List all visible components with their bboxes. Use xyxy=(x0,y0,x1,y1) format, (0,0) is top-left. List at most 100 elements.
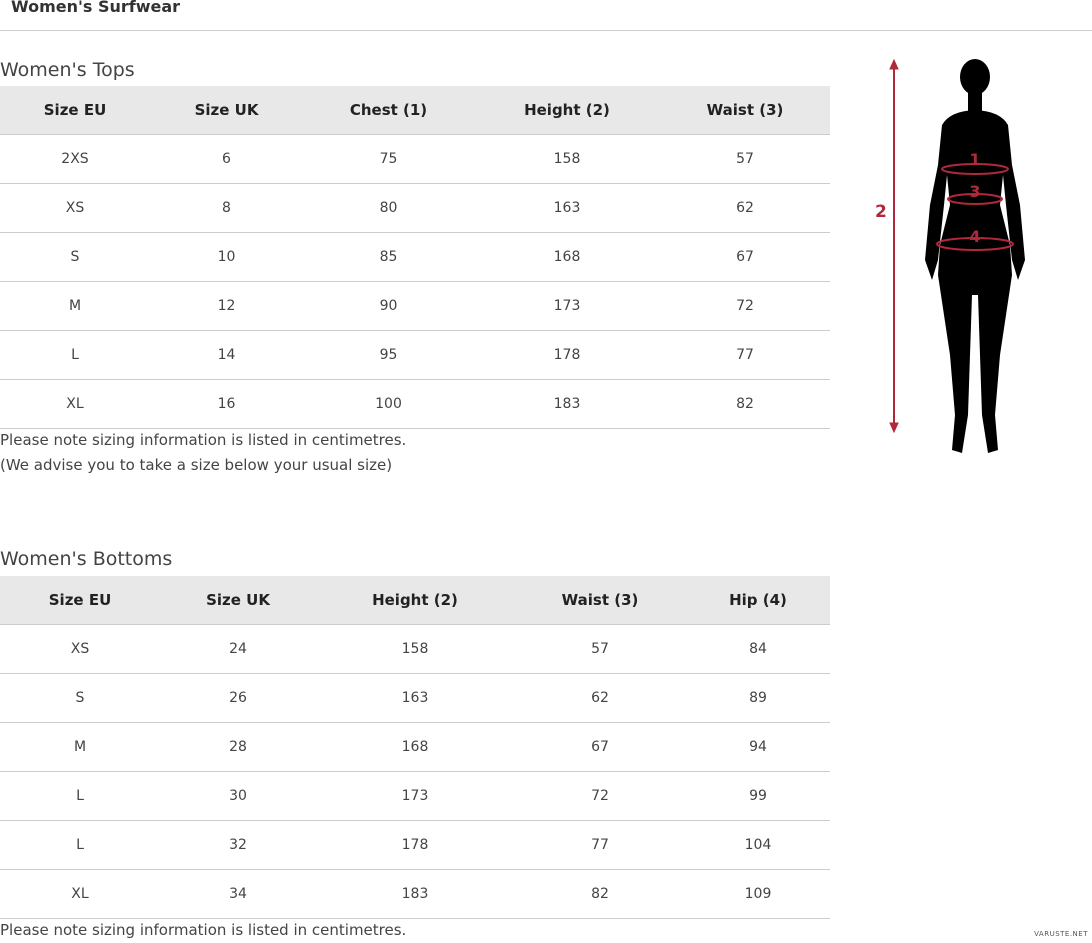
label-4: 4 xyxy=(969,227,980,246)
table-cell: XS xyxy=(0,183,150,233)
table-cell: 82 xyxy=(660,379,830,429)
column-header: Height (2) xyxy=(316,576,514,625)
table-cell: 178 xyxy=(316,820,514,870)
table-cell: 14 xyxy=(150,330,303,380)
table-cell: 57 xyxy=(514,624,686,674)
column-header: Chest (1) xyxy=(303,86,474,135)
table-cell: 67 xyxy=(660,232,830,282)
body-measurement-figure: 2 1 3 4 xyxy=(860,55,1040,469)
table-row: 2XS 6 75 158 57 xyxy=(0,134,830,184)
column-header: Waist (3) xyxy=(660,86,830,135)
table-cell: 26 xyxy=(160,673,316,723)
label-3: 3 xyxy=(969,182,980,201)
table-cell: 173 xyxy=(316,771,514,821)
measure-rings xyxy=(936,163,1014,251)
table-cell: XL xyxy=(0,869,160,919)
table-cell: 8 xyxy=(150,183,303,233)
table-cell: 90 xyxy=(303,281,474,331)
table-row: XL 16 100 183 82 xyxy=(0,379,830,429)
divider xyxy=(0,30,1092,31)
column-header: Waist (3) xyxy=(514,576,686,625)
column-header: Height (2) xyxy=(474,86,660,135)
table-row: L 32 178 77 104 xyxy=(0,820,830,870)
table-cell: 163 xyxy=(316,673,514,723)
table-cell: 34 xyxy=(160,869,316,919)
table-cell: 28 xyxy=(160,722,316,772)
label-2: 2 xyxy=(875,202,887,222)
table-cell: 72 xyxy=(660,281,830,331)
page-title: Women's Surfwear xyxy=(11,0,181,16)
column-header: Size EU xyxy=(0,86,150,135)
table-cell: XL xyxy=(0,379,150,429)
table-cell: L xyxy=(0,330,150,380)
table-cell: M xyxy=(0,281,150,331)
table-row: M 28 168 67 94 xyxy=(0,722,830,772)
table-row: S 26 163 62 89 xyxy=(0,673,830,723)
table-row: M 12 90 173 72 xyxy=(0,281,830,331)
tops-note: Please note sizing information is listed… xyxy=(0,428,406,478)
table-cell: 158 xyxy=(474,134,660,184)
table-cell: 109 xyxy=(686,869,830,919)
table-cell: 85 xyxy=(303,232,474,282)
table-cell: 99 xyxy=(686,771,830,821)
table-cell: S xyxy=(0,232,150,282)
column-header: Size UK xyxy=(150,86,303,135)
table-row: L 14 95 178 77 xyxy=(0,330,830,380)
table-cell: 89 xyxy=(686,673,830,723)
height-arrow-icon xyxy=(889,58,899,434)
table-cell: 16 xyxy=(150,379,303,429)
table-cell: 158 xyxy=(316,624,514,674)
table-row: XS 8 80 163 62 xyxy=(0,183,830,233)
table-cell: 24 xyxy=(160,624,316,674)
table-cell: 72 xyxy=(514,771,686,821)
watermark: VARUSTE.NET xyxy=(1034,930,1088,938)
table-cell: 62 xyxy=(660,183,830,233)
table-cell: 75 xyxy=(303,134,474,184)
column-header: Hip (4) xyxy=(686,576,830,625)
table-cell: M xyxy=(0,722,160,772)
note-centimetres: Please note sizing information is listed… xyxy=(0,431,407,449)
table-cell: 84 xyxy=(686,624,830,674)
table-cell: 168 xyxy=(316,722,514,772)
table-cell: 67 xyxy=(514,722,686,772)
table-cell: 2XS xyxy=(0,134,150,184)
table-row: XL 34 183 82 109 xyxy=(0,869,830,919)
table-cell: 62 xyxy=(514,673,686,723)
table-row: S 10 85 168 67 xyxy=(0,232,830,282)
table-cell: 77 xyxy=(514,820,686,870)
tops-table: Size EU Size UK Chest (1) Height (2) Waist (… xyxy=(0,86,830,429)
table-cell: L xyxy=(0,820,160,870)
table-cell: 94 xyxy=(686,722,830,772)
table-cell: 168 xyxy=(474,232,660,282)
woman-silhouette-icon xyxy=(925,59,1025,453)
table-cell: 10 xyxy=(150,232,303,282)
table-cell: 80 xyxy=(303,183,474,233)
table-cell: L xyxy=(0,771,160,821)
note-advice: (We advise you to take a size below your… xyxy=(0,456,393,474)
table-cell: 12 xyxy=(150,281,303,331)
table-row: XS 24 158 57 84 xyxy=(0,624,830,674)
table-cell: 32 xyxy=(160,820,316,870)
bottoms-note: Please note sizing information is listed… xyxy=(0,921,407,939)
table-row: L 30 173 72 99 xyxy=(0,771,830,821)
table-cell: 6 xyxy=(150,134,303,184)
table-cell: 82 xyxy=(514,869,686,919)
table-cell: 57 xyxy=(660,134,830,184)
table-cell: 173 xyxy=(474,281,660,331)
table-cell: 104 xyxy=(686,820,830,870)
label-1: 1 xyxy=(969,150,980,169)
table-cell: 163 xyxy=(474,183,660,233)
table-cell: S xyxy=(0,673,160,723)
tops-title: Women's Tops xyxy=(0,59,135,81)
table-cell: XS xyxy=(0,624,160,674)
table-cell: 95 xyxy=(303,330,474,380)
table-cell: 30 xyxy=(160,771,316,821)
table-cell: 178 xyxy=(474,330,660,380)
table-cell: 183 xyxy=(316,869,514,919)
bottoms-table: Size EU Size UK Height (2) Waist (3) Hip (4)… xyxy=(0,576,830,919)
column-header: Size UK xyxy=(160,576,316,625)
table-cell: 100 xyxy=(303,379,474,429)
column-header: Size EU xyxy=(0,576,160,625)
table-cell: 77 xyxy=(660,330,830,380)
bottoms-title: Women's Bottoms xyxy=(0,548,173,570)
